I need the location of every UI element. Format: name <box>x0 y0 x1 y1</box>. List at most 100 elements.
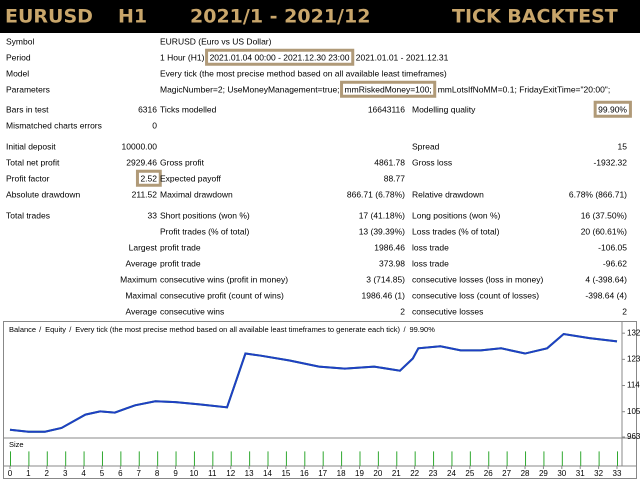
x-tick-label: 7 <box>137 469 142 478</box>
x-tick-label: 30 <box>557 469 566 478</box>
x-tick-label: 31 <box>576 469 585 478</box>
report-label: Parameters <box>6 84 50 94</box>
report-label: Gross profit <box>160 157 205 167</box>
legend-separator: / <box>69 325 72 334</box>
report-value: 16 (37.50%) <box>581 210 627 220</box>
report-label: profit trade <box>160 258 201 268</box>
report-value: 20 (60.61%) <box>581 226 627 236</box>
report-label: Average <box>125 306 157 316</box>
y-tick-label: 132 <box>627 328 640 337</box>
y-tick-label: 123 <box>627 354 640 363</box>
report-label: Ticks modelled <box>160 104 217 114</box>
size-label: Size <box>9 440 24 449</box>
report-value: MagicNumber=2; UseMoneyManagement=true; <box>160 84 340 94</box>
report-label: Relative drawdown <box>412 189 484 199</box>
report-label: Gross loss <box>412 157 452 167</box>
x-tick-label: 13 <box>245 469 254 478</box>
report-label: Average <box>125 258 157 268</box>
x-tick-label: 5 <box>100 469 105 478</box>
legend-equity: Equity <box>45 325 66 334</box>
report-value: 2021.01.04 00:00 - 2021.12.30 23:00 <box>210 52 350 62</box>
report-value: 866.71 (6.78%) <box>347 189 405 199</box>
report-label: Modelling quality <box>412 104 476 114</box>
report-label: Profit trades (% of total) <box>160 226 249 236</box>
report-label: Maximal drawdown <box>160 189 233 199</box>
report-label: loss trade <box>412 242 449 252</box>
x-tick-label: 8 <box>155 469 160 478</box>
x-tick-label: 27 <box>502 469 511 478</box>
x-tick-label: 28 <box>521 469 530 478</box>
x-tick-label: 2 <box>45 469 50 478</box>
chart-subtitle: Every tick (the most precise method base… <box>75 325 400 334</box>
report-label: Maximum <box>120 274 157 284</box>
x-tick-label: 20 <box>373 469 382 478</box>
report-value: 2021.01.01 - 2021.12.31 <box>356 52 449 62</box>
report-label: consecutive profit (count of wins) <box>160 290 284 300</box>
report-value: EURUSD (Euro vs US Dollar) <box>160 36 272 46</box>
report-value: 211.52 <box>132 189 158 199</box>
x-tick-label: 3 <box>63 469 68 478</box>
x-tick-label: 26 <box>484 469 493 478</box>
report-value: 6.78% (866.71) <box>569 189 627 199</box>
report-label: consecutive losses <box>412 306 483 316</box>
report-value: -106.05 <box>598 242 627 252</box>
x-tick-label: 6 <box>118 469 123 478</box>
report-label: loss trade <box>412 258 449 268</box>
report-value: 17 (41.18%) <box>359 210 405 220</box>
report-label: Bars in test <box>6 104 49 114</box>
x-tick-label: 18 <box>337 469 346 478</box>
report-label: Total net profit <box>6 157 60 167</box>
chart-frame <box>3 321 637 479</box>
x-tick-label: 21 <box>392 469 401 478</box>
report-label: profit trade <box>160 242 201 252</box>
x-tick-label: 14 <box>263 469 272 478</box>
header-mode: TICK BACKTEST <box>452 6 618 28</box>
report-label: Largest <box>129 242 158 252</box>
report-label: Initial deposit <box>6 141 56 151</box>
report-label: consecutive loss (count of losses) <box>412 290 539 300</box>
report-label: Long positions (won %) <box>412 210 501 220</box>
chart-quality: 99.90% <box>409 325 435 334</box>
report-value: 2 <box>622 306 627 316</box>
report-label: Spread <box>412 141 440 151</box>
report-label: Total trades <box>6 210 50 220</box>
legend-separator: / <box>39 325 42 334</box>
x-tick-label: 29 <box>539 469 548 478</box>
report-value: 2 <box>400 306 405 316</box>
report-label: Mismatched charts errors <box>6 120 102 130</box>
report-value: 10000.00 <box>122 141 158 151</box>
x-tick-label: 24 <box>447 469 456 478</box>
report-label: Profit factor <box>6 173 50 183</box>
x-tick-label: 16 <box>300 469 309 478</box>
x-tick-label: 1 <box>26 469 31 478</box>
report-value: -398.64 (4) <box>585 290 627 300</box>
highlight-box <box>135 169 162 187</box>
report-value: 3 (714.85) <box>366 274 405 284</box>
x-tick-label: 22 <box>410 469 419 478</box>
report-label: Expected payoff <box>160 173 221 183</box>
x-tick-label: 25 <box>465 469 474 478</box>
highlight-box <box>205 48 355 66</box>
x-tick-label: 12 <box>226 469 235 478</box>
highlight-box <box>593 100 632 118</box>
report-value: 15 <box>618 141 628 151</box>
x-tick-label: 19 <box>355 469 364 478</box>
y-tick-label: 114 <box>627 381 640 390</box>
x-tick-label: 9 <box>173 469 178 478</box>
report-label: consecutive wins <box>160 306 224 316</box>
header-timeframe: H1 <box>118 6 147 28</box>
report-label: consecutive wins (profit in money) <box>160 274 288 284</box>
report-label: Loss trades (% of total) <box>412 226 500 236</box>
legend-balance: Balance <box>9 325 36 334</box>
x-tick-label: 17 <box>318 469 327 478</box>
x-tick-label: 23 <box>429 469 438 478</box>
x-tick-label: 11 <box>208 469 217 478</box>
report-value: mmRiskedMoney=100; <box>345 84 432 94</box>
header-symbol: EURUSD <box>5 6 93 28</box>
legend-separator: / <box>403 325 406 334</box>
highlight-box <box>340 80 437 98</box>
report-value: 373.98 <box>379 258 405 268</box>
header-bar <box>0 0 640 33</box>
x-tick-label: 10 <box>189 469 198 478</box>
